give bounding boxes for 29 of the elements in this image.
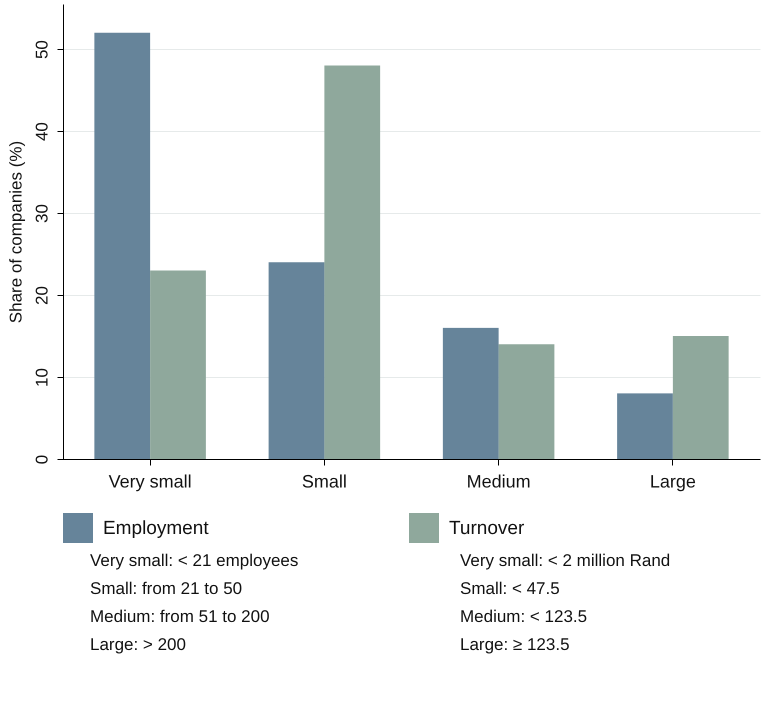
legend-label: Turnover [449,518,525,539]
y-tick-label: 20 [32,286,52,305]
text: Large: ≥ 123.5 [460,634,571,656]
bar [672,336,729,459]
bar [94,32,150,459]
text: Very small: < 21 employees [90,550,300,572]
x-tick-label: Medium [466,472,531,492]
y-tick-label: 10 [32,368,52,387]
text: Medium: from 51 to 200 [90,606,271,628]
bar [150,270,206,459]
text: Small: < 47.5 [460,578,561,600]
y-axis-title: Share of companies (%) [6,140,26,324]
bar [324,65,380,459]
text: Medium: < 123.5 [460,606,588,628]
x-tick-label: Small [302,472,347,492]
x-tick-label: Very small [108,472,192,492]
bar [617,393,673,459]
text: Small: from 21 to 50 [90,578,244,600]
bar [442,328,499,459]
y-tick-label: 30 [32,204,52,224]
text: Very small: < 2 million Rand [460,550,672,572]
legend-label: Employment [103,518,210,539]
bar [268,262,324,459]
bar [498,344,554,459]
text: Large: > 200 [90,634,187,656]
y-tick-label: 40 [32,122,52,142]
x-tick-label: Large [650,472,696,492]
y-tick-label: 0 [32,454,52,464]
y-tick-label: 50 [32,40,52,60]
